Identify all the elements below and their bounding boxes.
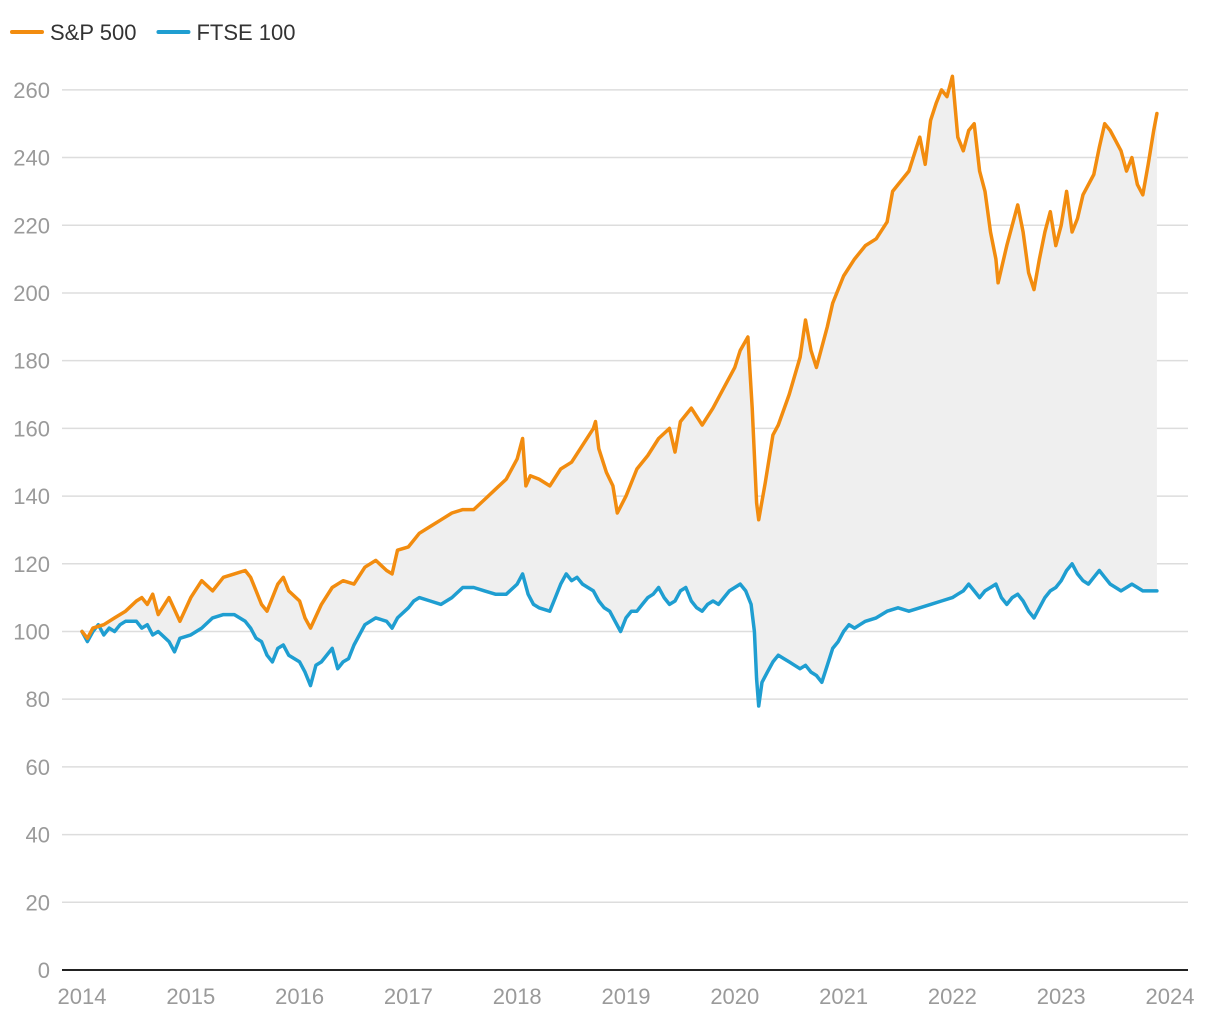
x-tick-label: 2024: [1146, 984, 1195, 1009]
y-tick-label: 100: [13, 619, 50, 644]
series-line-s-p-500: [80, 74, 1159, 641]
legend-label: FTSE 100: [196, 20, 295, 45]
y-tick-label: 220: [13, 213, 50, 238]
y-tick-label: 200: [13, 281, 50, 306]
y-tick-label: 160: [13, 416, 50, 441]
y-axis-ticks: 0 20 40 60 80 100 120 140 160 180 200 220 240 260: [13, 78, 50, 983]
x-axis-ticks: 2014 2015 2016 2017 2018 2019 2020 2021 2022 2023…: [58, 984, 1195, 1009]
series-lines: [80, 74, 1159, 708]
x-tick-label: 2023: [1037, 984, 1086, 1009]
y-tick-label: 180: [13, 349, 50, 374]
legend: S&P 500 FTSE 100: [10, 20, 296, 45]
series-gap-fill: [82, 76, 1157, 707]
x-tick-label: 2015: [166, 984, 215, 1009]
y-tick-label: 140: [13, 484, 50, 509]
x-tick-label: 2021: [819, 984, 868, 1009]
y-tick-label: 0: [38, 958, 50, 983]
legend-label: S&P 500: [50, 20, 136, 45]
x-tick-label: 2022: [928, 984, 977, 1009]
y-tick-label: 120: [13, 552, 50, 577]
x-tick-label: 2019: [602, 984, 651, 1009]
y-tick-label: 20: [26, 890, 50, 915]
fill-between-series: [82, 76, 1157, 707]
y-tick-label: 260: [13, 78, 50, 103]
y-tick-label: 240: [13, 146, 50, 171]
y-tick-label: 80: [26, 687, 50, 712]
legend-item-s-p-500: S&P 500: [10, 20, 136, 45]
x-tick-label: 2017: [384, 984, 433, 1009]
y-tick-label: 60: [26, 755, 50, 780]
x-tick-label: 2016: [275, 984, 324, 1009]
series-line-ftse-100: [80, 562, 1159, 708]
x-tick-label: 2018: [493, 984, 542, 1009]
legend-item-ftse-100: FTSE 100: [156, 20, 296, 45]
x-tick-label: 2020: [710, 984, 759, 1009]
x-tick-label: 2014: [58, 984, 107, 1009]
y-tick-label: 40: [26, 823, 50, 848]
